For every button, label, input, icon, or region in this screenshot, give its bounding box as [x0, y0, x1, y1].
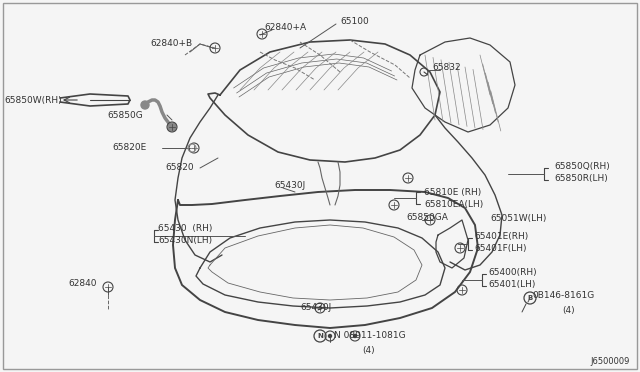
Text: 65400(RH): 65400(RH) — [488, 267, 536, 276]
Text: 65401E(RH): 65401E(RH) — [474, 232, 528, 241]
Text: (4): (4) — [362, 346, 374, 355]
Text: 65401(LH): 65401(LH) — [488, 279, 536, 289]
Text: 62840+A: 62840+A — [264, 23, 306, 32]
Text: 65820: 65820 — [165, 164, 194, 173]
Text: 65850G: 65850G — [107, 112, 143, 121]
Circle shape — [353, 334, 356, 337]
Text: 65832: 65832 — [432, 64, 461, 73]
Text: N 08911-1081G: N 08911-1081G — [334, 331, 406, 340]
Text: 65430N(LH): 65430N(LH) — [158, 235, 212, 244]
Text: 65850R(LH): 65850R(LH) — [554, 174, 608, 183]
Text: B: B — [527, 295, 532, 301]
Text: 65100: 65100 — [340, 17, 369, 26]
Text: J6500009: J6500009 — [591, 357, 630, 366]
Text: 65810E (RH): 65810E (RH) — [424, 187, 481, 196]
Text: 65430  (RH): 65430 (RH) — [158, 224, 212, 232]
Text: 65430J: 65430J — [300, 304, 332, 312]
Circle shape — [141, 101, 149, 109]
Text: 65820E: 65820E — [112, 144, 147, 153]
Text: 62840+B: 62840+B — [150, 38, 192, 48]
Text: 65850W(RH): 65850W(RH) — [4, 96, 61, 105]
Text: 65051W(LH): 65051W(LH) — [490, 214, 547, 222]
Text: 0B146-8161G: 0B146-8161G — [532, 292, 595, 301]
Text: 65850GA: 65850GA — [406, 214, 448, 222]
Text: 65850Q(RH): 65850Q(RH) — [554, 163, 610, 171]
Text: 65401F(LH): 65401F(LH) — [474, 244, 527, 253]
Text: 65430J: 65430J — [274, 182, 305, 190]
Circle shape — [328, 334, 332, 337]
Text: 62840: 62840 — [68, 279, 97, 288]
Text: 65810EA(LH): 65810EA(LH) — [424, 199, 483, 208]
Text: (4): (4) — [562, 305, 575, 314]
Circle shape — [168, 123, 176, 131]
Text: N: N — [317, 333, 323, 339]
